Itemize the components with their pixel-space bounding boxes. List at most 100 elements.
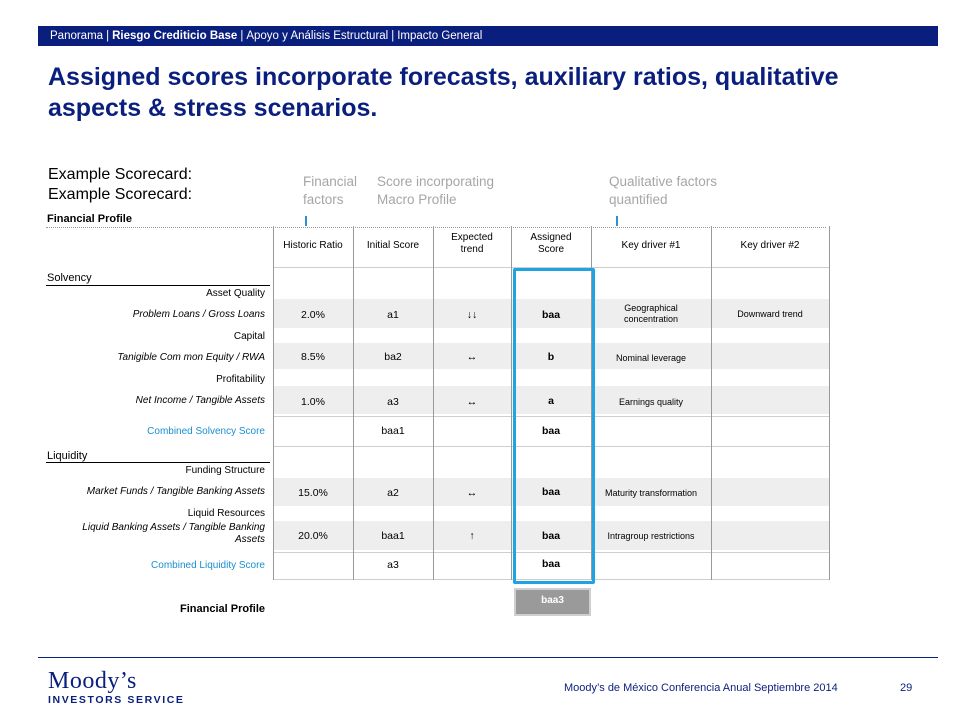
- row-label-text: Assets: [234, 534, 265, 545]
- table-rule: [273, 579, 829, 580]
- cell-historic: 2.0%: [301, 309, 325, 321]
- cell-historic: 20.0%: [298, 530, 328, 542]
- cell-assigned: b: [547, 351, 555, 363]
- page-number: 29: [900, 682, 913, 694]
- breadcrumb-panorama: Panorama: [50, 30, 104, 42]
- divider: [46, 227, 826, 228]
- cell-driver1: Earnings quality: [618, 397, 684, 407]
- callout-text: Qualitative factors: [609, 174, 718, 189]
- cell-initial: baa1: [381, 530, 405, 542]
- header-assigned-score: Assigned Score: [511, 232, 591, 256]
- cell-initial: a1: [387, 309, 399, 321]
- slide-title: Assigned scores incorporate forecasts, a…: [48, 63, 839, 122]
- column-divider: [711, 226, 712, 580]
- moodys-logo: Moody’s: [48, 668, 137, 694]
- header-text: Assigned: [530, 232, 572, 243]
- cell-trend: ↓↓: [466, 309, 478, 321]
- row-label-profitability: Profitability: [216, 374, 265, 385]
- cell-assigned: baa: [541, 486, 561, 498]
- row-label-liquid-banking: Liquid Banking Assets / Tangible Banking…: [40, 522, 265, 546]
- row-label-text: Liquid Banking Assets / Tangible Banking: [82, 522, 265, 533]
- header-key-driver-2: Key driver #2: [740, 240, 800, 251]
- breadcrumb-separator: |: [106, 30, 110, 42]
- header-key-driver-1: Key driver #1: [621, 240, 681, 251]
- row-shade: [273, 343, 829, 369]
- financial-profile-heading: Financial Profile: [47, 213, 132, 225]
- breadcrumb-riesgo: Riesgo Crediticio Base: [112, 30, 238, 42]
- row-shade: [273, 299, 829, 328]
- table-rule: [273, 267, 829, 268]
- cell-text: concentration: [623, 314, 679, 324]
- footer-divider: [38, 657, 938, 658]
- breadcrumb-impacto: Impacto General: [397, 30, 483, 42]
- callout-text: quantified: [609, 192, 668, 207]
- cell-driver1: Intragroup restrictions: [607, 531, 695, 541]
- row-label-net-income: Net Income / Tangible Assets: [135, 395, 265, 406]
- header-text: Expected: [451, 232, 493, 243]
- row-label-combined-liquidity: Combined Liquidity Score: [151, 560, 265, 571]
- cell-assigned: baa: [541, 309, 561, 321]
- callout-text: Macro Profile: [377, 192, 457, 207]
- row-label-tce: Tanigible Com mon Equity / RWA: [117, 352, 265, 363]
- callout-pointer: [305, 216, 307, 226]
- breadcrumb-apoyo: Apoyo y Análisis Estructural: [246, 30, 389, 42]
- table-rule: [273, 446, 829, 447]
- header-initial-score: Initial Score: [366, 240, 420, 251]
- row-label-asset-quality: Asset Quality: [206, 288, 265, 299]
- column-divider: [273, 226, 274, 580]
- cell-assigned: baa: [541, 558, 561, 570]
- header-historic-ratio: Historic Ratio: [283, 240, 343, 251]
- row-label-liquid-resources: Liquid Resources: [187, 508, 265, 519]
- cell-trend: ↔: [466, 351, 478, 363]
- moodys-logo-subtitle: INVESTORS SERVICE: [48, 694, 185, 706]
- column-divider: [591, 226, 592, 580]
- callout-pointer: [616, 216, 618, 226]
- column-divider: [353, 226, 354, 580]
- cell-assigned: a: [548, 395, 554, 407]
- callout-text: factors: [303, 192, 344, 207]
- column-divider: [829, 226, 830, 580]
- cell-driver1: Maturity transformation: [604, 488, 698, 498]
- header-expected-trend: Expected trend: [433, 232, 511, 256]
- assigned-score-highlight: [513, 268, 595, 584]
- example-label: Example Scorecard:: [48, 166, 193, 183]
- cell-initial: a3: [387, 559, 399, 571]
- callout-financial-factors: Financial factors: [303, 173, 357, 209]
- cell-driver2: Downward trend: [737, 309, 803, 319]
- financial-profile-score-value: baa3: [541, 595, 564, 606]
- header-text: trend: [460, 244, 484, 255]
- row-shade: [273, 386, 829, 414]
- table-rule: [273, 416, 829, 417]
- row-label-capital: Capital: [233, 331, 265, 342]
- cell-driver1: Nominal leverage: [615, 353, 687, 363]
- column-divider: [433, 226, 434, 580]
- row-label-combined-solvency: Combined Solvency Score: [147, 426, 265, 437]
- breadcrumb-separator: |: [391, 30, 395, 42]
- example-label: Example Scorecard:: [48, 186, 193, 203]
- solvency-heading: Solvency: [47, 272, 92, 284]
- row-label-financial-profile: Financial Profile: [180, 603, 265, 615]
- cell-trend: ↑: [469, 530, 475, 542]
- section-underline: [46, 462, 270, 463]
- callout-qualitative: Qualitative factors quantified: [609, 173, 717, 209]
- row-shade: [273, 478, 829, 506]
- cell-historic: 1.0%: [301, 396, 325, 408]
- callout-text: Financial: [303, 174, 358, 189]
- cell-historic: 8.5%: [301, 351, 325, 363]
- cell-initial: a2: [387, 487, 399, 499]
- breadcrumb-separator: |: [240, 30, 244, 42]
- section-underline: [46, 285, 270, 286]
- cell-assigned: baa: [541, 530, 561, 542]
- cell-initial: a3: [387, 396, 399, 408]
- header-text: Score: [537, 244, 565, 255]
- row-shade: [273, 521, 829, 550]
- cell-assigned: baa: [541, 425, 561, 437]
- cell-trend: ↔: [466, 487, 478, 499]
- breadcrumb-bar: Panorama | Riesgo Crediticio Base | Apoyo y …: [38, 26, 938, 46]
- cell-initial: ba2: [384, 351, 402, 363]
- liquidity-heading: Liquidity: [47, 450, 88, 462]
- callout-macro-profile: Score incorporating Macro Profile: [377, 173, 494, 209]
- callout-text: Score incorporating: [377, 174, 495, 189]
- cell-historic: 15.0%: [298, 487, 328, 499]
- cell-trend: ↔: [466, 396, 478, 408]
